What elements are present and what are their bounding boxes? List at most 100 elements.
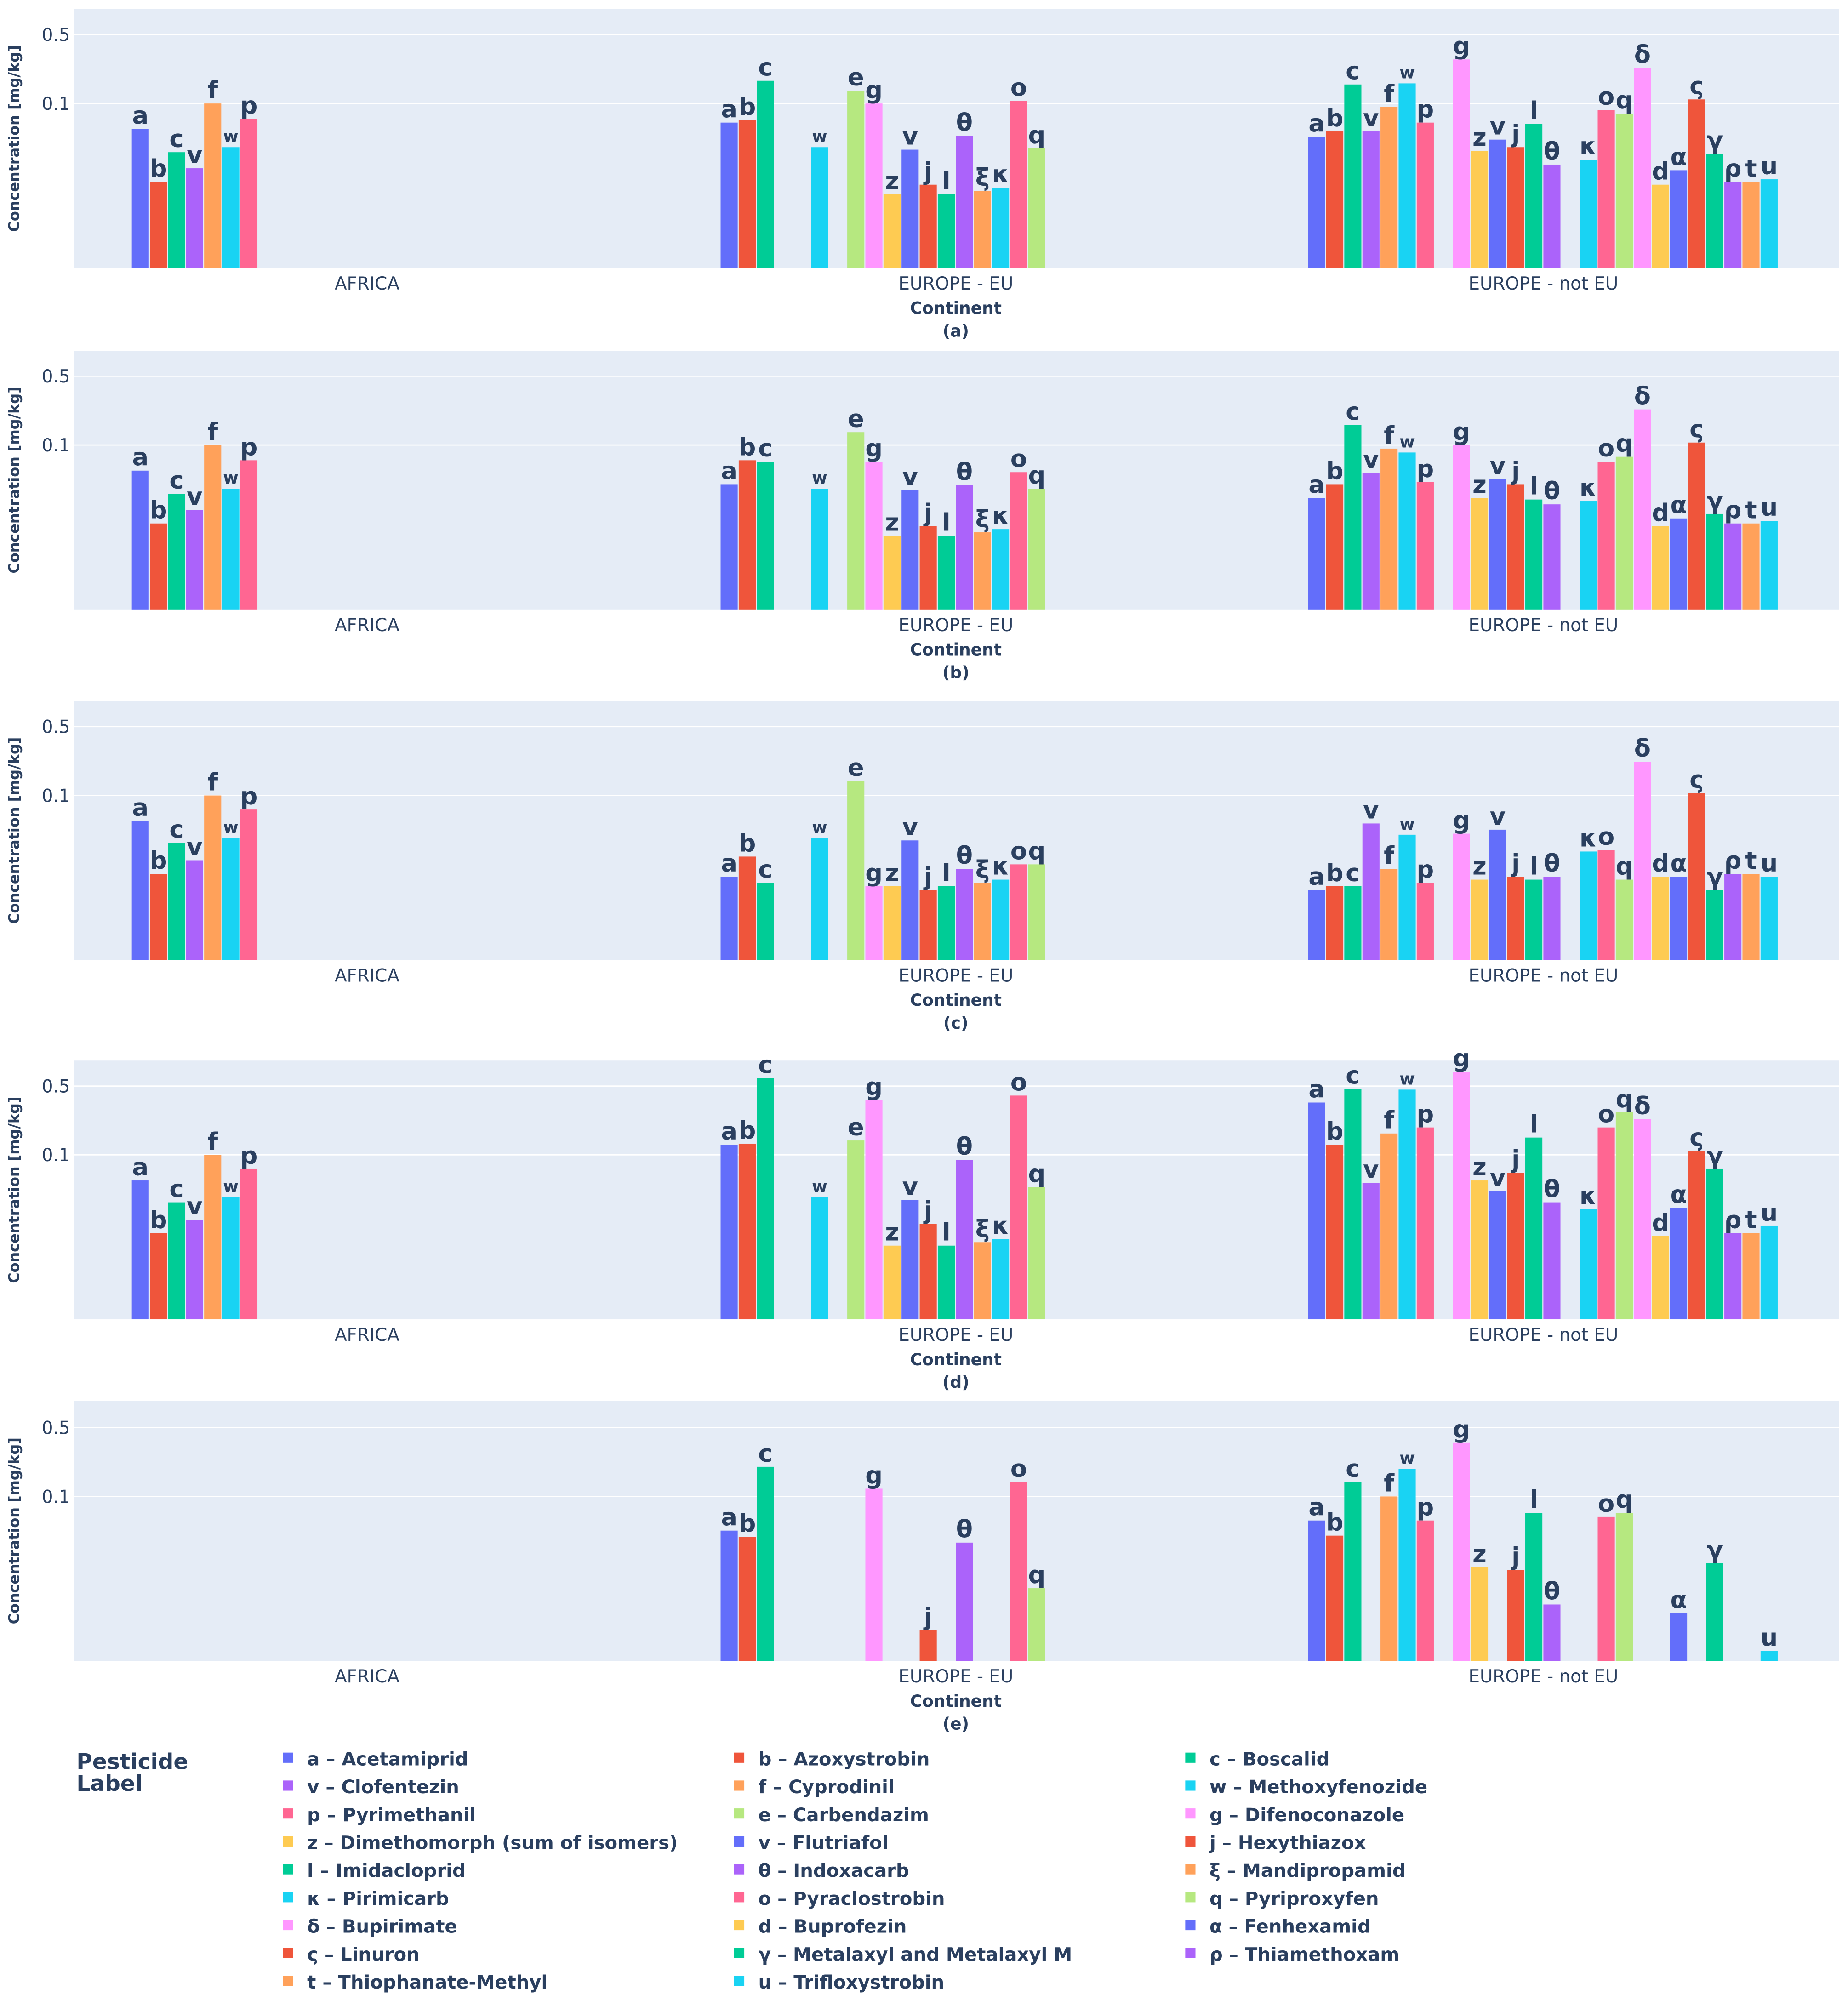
legend-swatch[interactable] xyxy=(1185,1780,1196,1791)
legend-item[interactable]: u – Trifloxystrobin xyxy=(759,1972,945,1993)
legend-swatch[interactable] xyxy=(283,1976,293,1986)
legend-item[interactable]: ξ – Mandipropamid xyxy=(1209,1860,1406,1881)
legend-item[interactable]: g – Difenoconazole xyxy=(1209,1805,1404,1826)
bar-data-label: u xyxy=(1761,849,1778,878)
bar-bupirimate xyxy=(1634,762,1651,960)
bar-data-label: d xyxy=(1652,1209,1669,1237)
legend-item[interactable]: q – Pyriproxyfen xyxy=(1209,1888,1379,1910)
legend-swatch[interactable] xyxy=(734,1892,745,1903)
bar-cyprodinil xyxy=(204,1155,222,1320)
legend-item[interactable]: w – Methoxyfenozide xyxy=(1209,1777,1427,1798)
legend-swatch[interactable] xyxy=(283,1808,293,1819)
legend-item[interactable]: θ – Indoxacarb xyxy=(759,1860,909,1881)
bar-data-label: v xyxy=(1490,1164,1506,1192)
bar-data-label: o xyxy=(1010,1068,1027,1096)
panel-caption: (b) xyxy=(942,664,970,683)
bar-flutriafol xyxy=(1489,139,1506,268)
bar-hexythiazox xyxy=(919,526,937,610)
legend-swatch[interactable] xyxy=(734,1836,745,1847)
bar-fenhexamid xyxy=(1670,1208,1688,1320)
legend-swatch[interactable] xyxy=(283,1864,293,1875)
legend-swatch[interactable] xyxy=(734,1780,745,1791)
legend-swatch[interactable] xyxy=(734,1864,745,1875)
bar-data-label: l xyxy=(942,1219,950,1247)
legend-item[interactable]: t – Thiophanate-Methyl xyxy=(307,1972,548,1993)
legend-item[interactable]: d – Buprofezin xyxy=(759,1916,907,1938)
bar-cyprodinil xyxy=(1380,1133,1398,1320)
bar-boscalid xyxy=(168,152,185,268)
bar-methoxyfenozide xyxy=(222,147,240,268)
bar-data-label: κ xyxy=(992,502,1009,530)
bar-difenoconazole xyxy=(865,103,883,268)
bar-pyraclostrobin xyxy=(1597,110,1615,268)
legend-swatch[interactable] xyxy=(283,1892,293,1903)
bar-data-label: v xyxy=(902,1173,918,1201)
legend-swatch[interactable] xyxy=(283,1948,293,1958)
bar-data-label: w xyxy=(1399,1070,1415,1089)
legend-swatch[interactable] xyxy=(734,1948,745,1958)
legend-swatch[interactable] xyxy=(1185,1948,1196,1958)
legend-swatch[interactable] xyxy=(734,1752,745,1763)
legend-swatch[interactable] xyxy=(1185,1892,1196,1903)
legend-item[interactable]: κ – Pirimicarb xyxy=(307,1888,449,1910)
legend-swatch[interactable] xyxy=(1185,1864,1196,1875)
bar-hexythiazox xyxy=(919,1630,937,1661)
legend-swatch[interactable] xyxy=(283,1920,293,1931)
legend-swatch[interactable] xyxy=(283,1836,293,1847)
bar-data-label: δ xyxy=(1634,382,1651,410)
bar-flutriafol xyxy=(1489,479,1506,610)
legend-item[interactable]: b – Azoxystrobin xyxy=(759,1749,930,1770)
legend-swatch[interactable] xyxy=(1185,1836,1196,1847)
legend-item[interactable]: δ – Bupirimate xyxy=(307,1916,457,1938)
bar-data-label: z xyxy=(1472,1540,1487,1568)
legend-swatch[interactable] xyxy=(1185,1920,1196,1931)
bar-pyraclostrobin xyxy=(1010,864,1027,960)
legend-swatch[interactable] xyxy=(734,1808,745,1819)
legend-item[interactable]: j – Hexythiazox xyxy=(1209,1833,1366,1854)
legend-item[interactable]: z – Dimethomorph (sum of isomers) xyxy=(307,1833,678,1854)
legend-item[interactable]: l – Imidacloprid xyxy=(307,1860,466,1881)
legend-swatch[interactable] xyxy=(1185,1808,1196,1819)
bar-data-label: b xyxy=(150,496,167,524)
legend-item[interactable]: e – Carbendazim xyxy=(759,1805,929,1826)
legend-item[interactable]: p – Pyrimethanil xyxy=(307,1805,476,1826)
bar-data-label: θ xyxy=(1544,137,1560,165)
legend-swatch[interactable] xyxy=(1185,1752,1196,1763)
bar-data-label: z xyxy=(1472,852,1487,880)
bar-data-label: b xyxy=(739,1510,756,1538)
legend-item[interactable]: f – Cyprodinil xyxy=(759,1777,895,1798)
legend-item[interactable]: γ – Metalaxyl and Metalaxyl M xyxy=(759,1944,1072,1965)
bar-data-label: j xyxy=(923,1197,932,1225)
legend-item[interactable]: ς – Linuron xyxy=(307,1944,420,1965)
legend-swatch[interactable] xyxy=(734,1976,745,1986)
bar-difenoconazole xyxy=(1453,1442,1470,1661)
legend-item[interactable]: v – Clofentezin xyxy=(307,1777,459,1798)
bar-mandipropamid xyxy=(974,883,991,960)
legend-item[interactable]: c – Boscalid xyxy=(1209,1749,1329,1770)
bar-buprofezin xyxy=(1652,1236,1669,1320)
legend-swatch[interactable] xyxy=(283,1780,293,1791)
x-axis-title: Continent xyxy=(910,1351,1002,1369)
bar-data-label: o xyxy=(1010,837,1027,865)
bar-data-label: z xyxy=(885,508,899,536)
y-axis-title: Concentration [mg/kg] xyxy=(6,1437,23,1624)
legend-item[interactable]: v – Flutriafol xyxy=(759,1833,889,1854)
legend-item[interactable]: α – Fenhexamid xyxy=(1209,1916,1371,1938)
legend-item[interactable]: a – Acetamiprid xyxy=(307,1749,468,1770)
bar-indoxacarb xyxy=(956,485,973,610)
legend-item[interactable]: ρ – Thiamethoxam xyxy=(1209,1944,1399,1965)
bar-pirimicarb xyxy=(1580,160,1597,268)
bar-flutriafol xyxy=(901,1200,919,1320)
bar-difenoconazole xyxy=(865,1100,883,1320)
bar-trifloxystrobin xyxy=(1760,877,1778,960)
legend-item[interactable]: o – Pyraclostrobin xyxy=(759,1888,945,1910)
legend-swatch[interactable] xyxy=(283,1752,293,1763)
bar-data-label: g xyxy=(1453,32,1470,60)
bar-data-label: a xyxy=(721,1504,737,1532)
bar-data-label: c xyxy=(758,1051,772,1079)
bar-acetamiprid xyxy=(131,1180,149,1320)
bar-cyprodinil xyxy=(204,445,222,610)
bar-data-label: b xyxy=(150,155,167,183)
legend-swatch[interactable] xyxy=(734,1920,745,1931)
